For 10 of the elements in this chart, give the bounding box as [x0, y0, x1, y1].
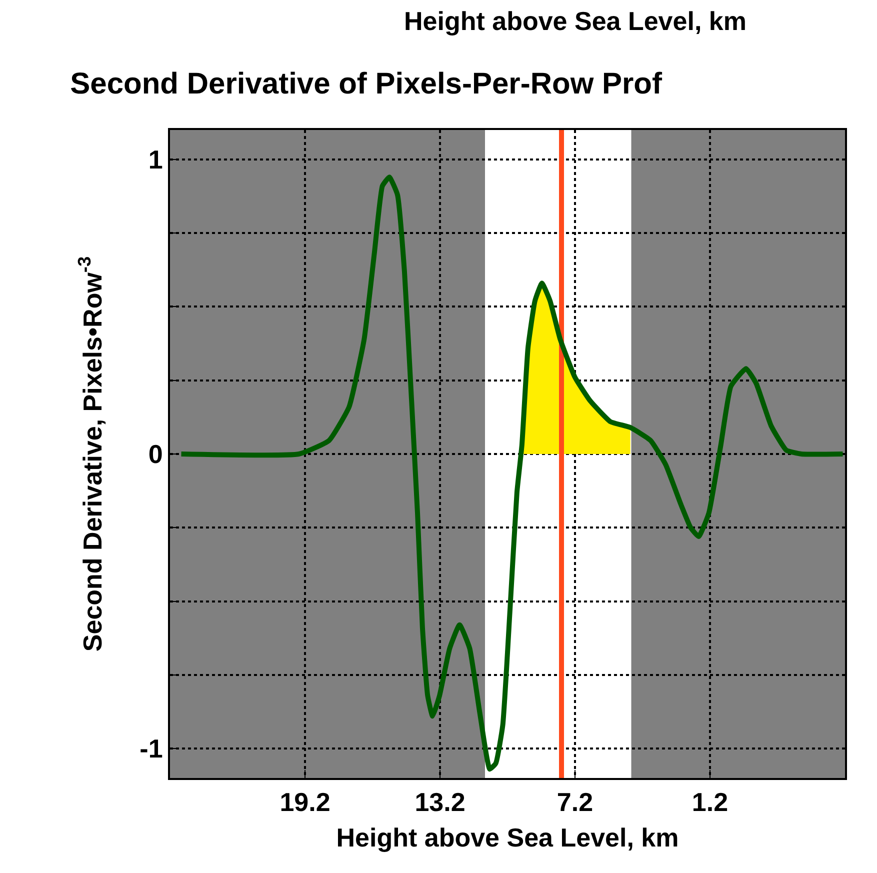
x-axis-title: Height above Sea Level, km	[336, 822, 679, 852]
y-tick-label: -1	[140, 734, 163, 764]
chart-title: Second Derivative of Pixels-Per-Row Prof	[70, 67, 664, 100]
y-tick-label: 0	[148, 439, 163, 470]
x-tick-label: 7.2	[556, 787, 594, 818]
x-tick-label: 1.2	[692, 787, 728, 818]
x-tick-label: 19.2	[280, 787, 330, 818]
text: Height above Sea Level, km	[404, 6, 746, 36]
x-tick-label: 13.2	[414, 787, 466, 818]
y-tick-label: 1	[148, 144, 163, 175]
